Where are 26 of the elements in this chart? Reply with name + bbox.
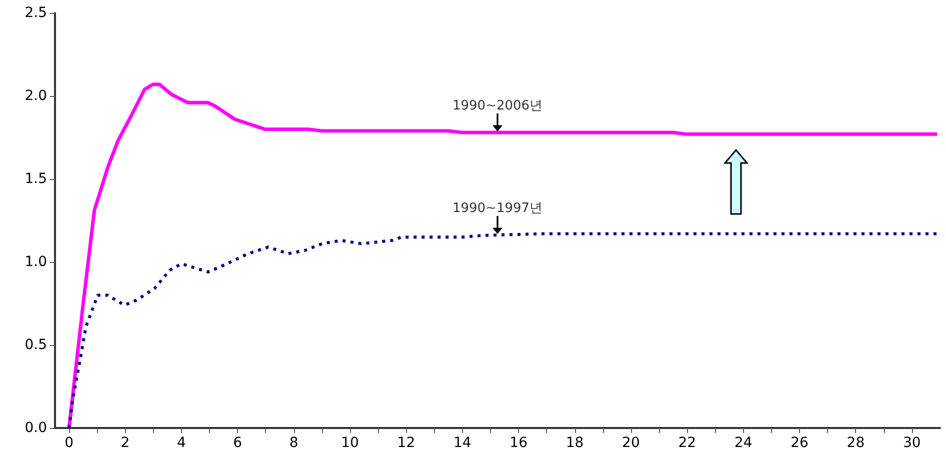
y-tick-label: 0.0 (24, 420, 47, 436)
x-tick-label: 8 (289, 435, 298, 451)
series-label: 1990~2006년 (452, 98, 543, 114)
x-tick-label: 2 (120, 435, 130, 451)
line-series (67, 82, 939, 430)
x-tick-label: 14 (453, 435, 472, 451)
x-tick-label: 0 (64, 435, 74, 451)
x-tick-label: 10 (341, 435, 359, 451)
y-tick-label: 2.0 (24, 88, 47, 104)
y-tick-label: 1.5 (24, 171, 47, 187)
y-tick-label: 0.5 (24, 337, 47, 353)
x-tick-label: 6 (233, 435, 242, 451)
line-series (68, 232, 939, 430)
x-tick-label: 26 (790, 435, 809, 451)
y-tick-label: 1.0 (24, 254, 47, 270)
series-label: 1990~1997년 (452, 201, 543, 216)
x-tick-label: 24 (734, 435, 752, 451)
y-tick-label: 2.5 (24, 5, 47, 21)
x-tick-label: 18 (566, 435, 584, 451)
x-tick-label: 12 (397, 435, 416, 451)
x-tick-label: 28 (846, 435, 865, 451)
x-tick-label: 16 (510, 435, 528, 451)
x-tick-label: 4 (176, 435, 186, 451)
x-tick-label: 22 (678, 435, 696, 451)
x-tick-label: 30 (902, 435, 921, 451)
x-tick-label: 20 (622, 435, 640, 451)
